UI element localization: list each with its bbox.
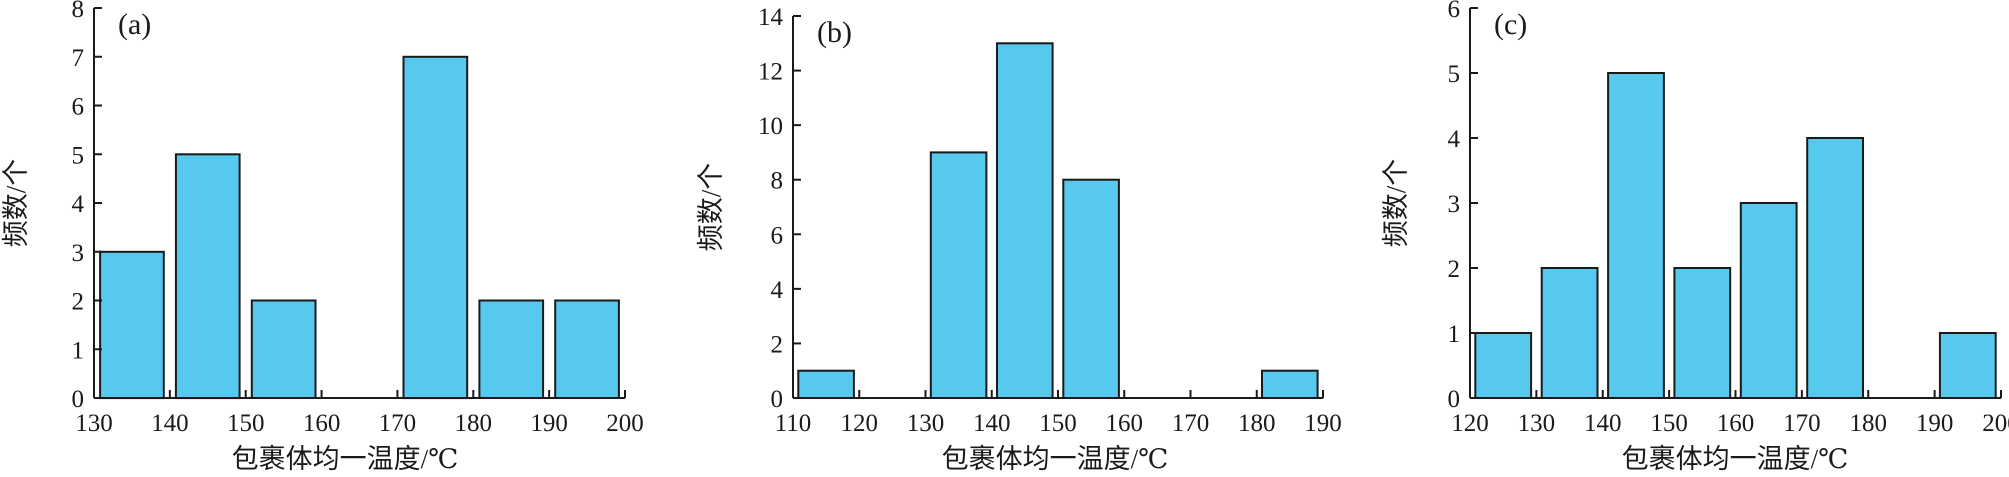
y-tick-label: 1: [72, 337, 85, 364]
y-tick-label: 2: [1448, 256, 1461, 283]
y-tick-label: 6: [72, 94, 85, 121]
bar-120-130: [1474, 332, 1533, 399]
x-tick-label: 180: [455, 410, 493, 437]
y-tick-label: 5: [72, 142, 85, 169]
x-tick-label: 130: [907, 410, 945, 437]
y-tick-label: 6: [771, 222, 784, 249]
x-tick-label: 150: [227, 410, 265, 437]
bar-150-160: [1062, 178, 1120, 399]
x-tick-label: 180: [1238, 410, 1276, 437]
x-tick-label: 160: [1717, 410, 1755, 437]
bar-140-150: [174, 153, 241, 400]
x-tick-label: 200: [1982, 410, 2009, 437]
x-tick-label: 190: [530, 410, 568, 437]
x-tick-label: 170: [379, 410, 417, 437]
y-tick-label: 14: [758, 4, 784, 31]
x-tick-label: 200: [606, 410, 644, 437]
y-tick-label: 4: [1448, 126, 1461, 153]
bar-150-160: [250, 299, 317, 399]
x-tick-label: 120: [1451, 410, 1489, 437]
bar-180-190: [478, 299, 545, 399]
x-tick-label: 190: [1304, 410, 1342, 437]
chart-panel-1: 0 1 2 3 4 5 6 7 8 130 140 150 160 170 180 190 200 (a) 包裹体均…: [1, 0, 644, 474]
chart-panel-3: 0 1 2 3 4 5 6 120 130 140 150 160 170 180 190 200 (c) 包裹体…: [1381, 0, 2009, 474]
panel-label: (a): [118, 8, 151, 41]
y-axis-title: 频数/个: [1381, 159, 1411, 248]
y-axis-title: 频数/个: [696, 163, 726, 252]
y-tick-label: 0: [771, 386, 784, 413]
x-tick-label: 140: [1584, 410, 1622, 437]
x-axis-title: 包裹体均一温度/℃: [1622, 444, 1849, 474]
y-tick-label: 0: [1448, 386, 1461, 413]
panel-label: (b): [817, 16, 852, 49]
y-tick-label: 12: [758, 59, 783, 86]
y-tick-label: 5: [1448, 61, 1461, 88]
bar-130-140: [99, 250, 165, 400]
y-tick-label: 2: [72, 289, 85, 316]
y-tick-label: 3: [72, 240, 85, 267]
bar-140-150: [996, 42, 1054, 400]
y-tick-label: 1: [1448, 321, 1461, 348]
x-axis-title: 包裹体均一温度/℃: [232, 444, 459, 474]
y-tick-label: 8: [771, 168, 784, 195]
y-tick-label: 0: [72, 386, 85, 413]
y-tick-label: 3: [1448, 191, 1461, 218]
bar-190-200: [554, 299, 620, 399]
bar-130-140: [1540, 267, 1599, 399]
x-tick-label: 120: [841, 410, 879, 437]
bar-180-190: [1261, 369, 1319, 400]
y-tick-label: 2: [771, 331, 784, 358]
chart-panel-2: 0 2 4 6 8 10 12 14 110 120 130 140 150 160 170 180 190 (b…: [696, 4, 1342, 474]
bar-130-140: [929, 151, 988, 399]
x-tick-label: 110: [775, 410, 812, 437]
y-tick-label: 8: [72, 0, 85, 23]
y-tick-label: 6: [1448, 0, 1461, 23]
x-tick-label: 190: [1916, 410, 1954, 437]
x-tick-label: 150: [1650, 410, 1688, 437]
bar-150-160: [1673, 267, 1732, 399]
x-axis-title: 包裹体均一温度/℃: [942, 444, 1169, 474]
x-tick-label: 150: [1039, 410, 1077, 437]
bar-140-150: [1607, 72, 1665, 399]
y-tick-label: 10: [758, 113, 783, 140]
bar-190-200: [1938, 332, 1997, 399]
x-tick-label: 180: [1850, 410, 1888, 437]
y-tick-label: 4: [771, 277, 784, 304]
x-tick-label: 160: [303, 410, 341, 437]
x-tick-label: 130: [75, 410, 113, 437]
bar-110-120: [797, 369, 855, 400]
bar-170-180: [1806, 137, 1864, 399]
x-tick-label: 130: [1518, 410, 1556, 437]
x-tick-label: 140: [151, 410, 189, 437]
x-tick-label: 170: [1783, 410, 1821, 437]
bar-170-180: [402, 55, 469, 400]
y-tick-label: 7: [72, 45, 85, 72]
y-axis-title: 频数/个: [1, 159, 31, 248]
x-tick-label: 170: [1172, 410, 1210, 437]
panel-label: (c): [1494, 8, 1527, 41]
y-tick-label: 4: [72, 191, 85, 218]
x-tick-label: 140: [973, 410, 1011, 437]
bar-160-170: [1739, 202, 1798, 399]
x-tick-label: 160: [1106, 410, 1144, 437]
